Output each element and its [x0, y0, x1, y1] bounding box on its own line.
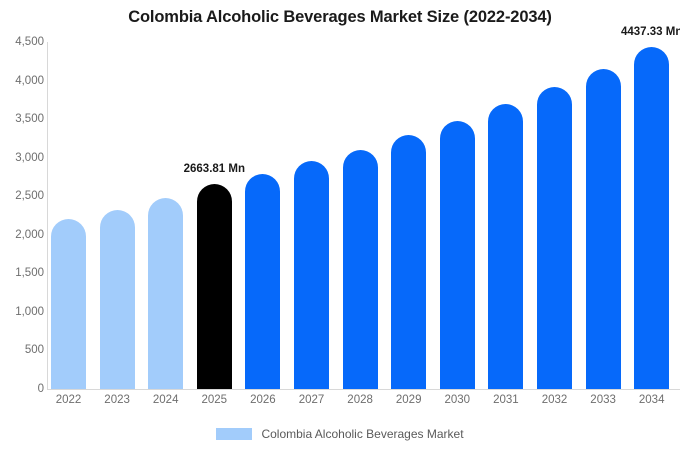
x-axis-tick-label-2031: 2031	[493, 394, 519, 406]
x-axis-tick-label-2032: 2032	[541, 394, 568, 406]
data-label-2025: 2663.81 Mn	[183, 162, 245, 175]
bar-2033[interactable]	[585, 69, 621, 389]
y-axis-tick-label: 2,500	[15, 190, 44, 203]
y-axis-tick-label: 1,000	[15, 305, 44, 318]
bar-2031[interactable]	[488, 104, 524, 389]
bar-2027[interactable]	[294, 160, 329, 389]
bar-2024[interactable]	[148, 197, 184, 389]
x-axis-tick-labels: 2022 2023 2024 2025 2026 2027 2028 2029 2030 2031…	[47, 394, 680, 414]
y-axis-tick-label: 1,500	[15, 267, 44, 280]
bar-2029[interactable]	[391, 134, 427, 389]
chart-title: Colombia Alcoholic Beverages Market Size…	[128, 8, 552, 26]
legend-swatch-colombia-alcoholic-beverages-market	[216, 428, 253, 440]
y-axis-tick-label: 500	[24, 344, 44, 357]
bar-2034[interactable]	[634, 46, 670, 389]
x-axis-tick-label-2028: 2028	[347, 394, 373, 406]
x-axis-tick-label-2023: 2023	[104, 394, 130, 406]
legend-label-colombia-alcoholic-beverages-market: Colombia Alcoholic Beverages Market	[261, 427, 464, 441]
y-axis-line	[47, 42, 48, 390]
x-axis-tick-label-2029: 2029	[395, 394, 422, 406]
y-axis-tick-label: 4,000	[15, 74, 44, 87]
x-axis-tick-label-2026: 2026	[250, 394, 276, 406]
bar-2030[interactable]	[439, 121, 475, 389]
x-axis-tick-label-2022: 2022	[55, 394, 82, 406]
x-axis-tick-label-2033: 2033	[590, 394, 616, 406]
x-axis-tick-label-2024: 2024	[152, 394, 179, 406]
bar-2022[interactable]	[51, 219, 86, 389]
x-axis-tick-label-2025: 2025	[201, 394, 228, 406]
y-axis-tick-labels: 0 500 1,000 1,500 2,000 2,500 3,000 3,500 4,000 4…	[0, 0, 44, 450]
bar-2026[interactable]	[245, 173, 281, 389]
y-axis-tick-label: 2,000	[15, 228, 44, 241]
bar-2028[interactable]	[342, 149, 378, 389]
y-axis-tick-label: 3,000	[15, 151, 44, 164]
x-axis-tick-label-2034: 2034	[638, 394, 665, 406]
bar-2025[interactable]	[196, 183, 232, 389]
x-axis-line	[47, 389, 680, 390]
y-axis-tick-label: 4,500	[15, 36, 44, 48]
bar-2023[interactable]	[99, 209, 135, 389]
bars-container	[47, 42, 680, 389]
data-label-2034: 4437.33 Mn	[621, 25, 680, 38]
y-axis-tick-label: 3,500	[15, 113, 44, 126]
bar-2032[interactable]	[537, 86, 572, 389]
x-axis-tick-label-2030: 2030	[444, 394, 471, 406]
chart-legend: Colombia Alcoholic Beverages Market	[0, 427, 680, 441]
y-axis-tick-label: 0	[37, 383, 44, 395]
x-axis-tick-label-2027: 2027	[298, 394, 325, 406]
